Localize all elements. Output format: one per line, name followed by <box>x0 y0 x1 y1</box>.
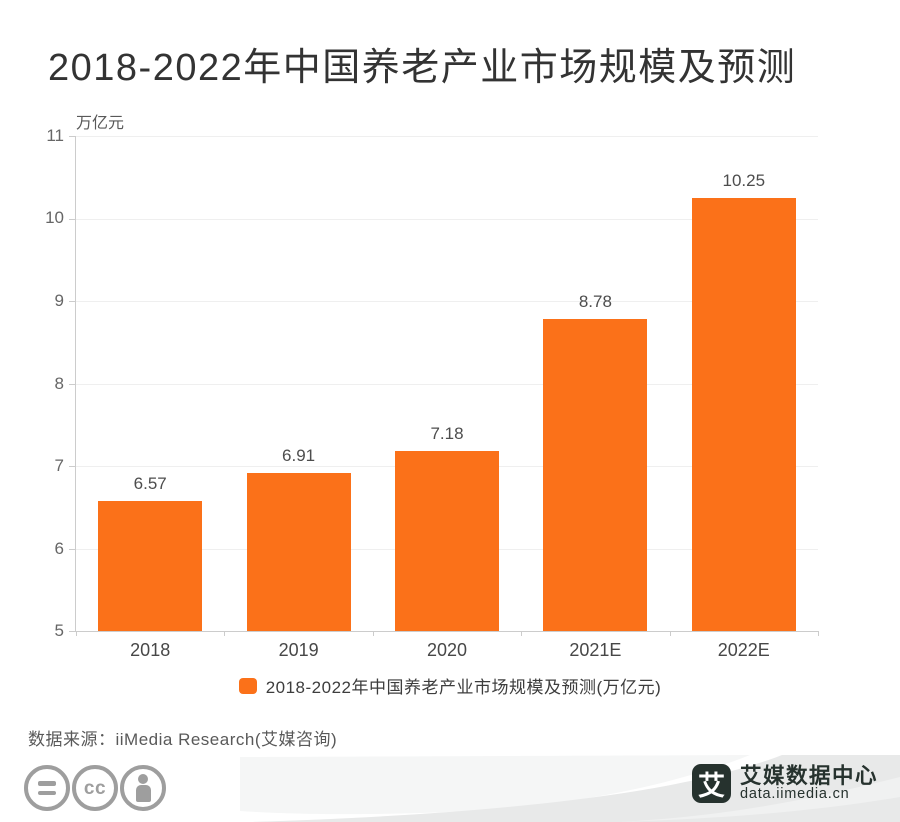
bar-2018[interactable] <box>98 501 203 631</box>
y-tick-label: 5 <box>54 621 64 640</box>
equals-circle-icon <box>24 765 70 811</box>
data-source-text: 数据来源：iiMedia Research(艾媒咨询) <box>28 730 338 749</box>
bar-2021E[interactable] <box>543 319 648 631</box>
y-tick-label: 8 <box>54 373 64 393</box>
x-axis-label-2022E: 2022E <box>717 640 770 660</box>
x-axis-label-2020: 2020 <box>426 640 468 660</box>
y-tick-mark <box>69 301 76 302</box>
y-tick-label: 9 <box>54 290 64 310</box>
bar-slot-2018: 6.57 2018 <box>76 136 224 660</box>
bar-value-label: 7.18 <box>430 424 464 444</box>
legend-label: 2018-2022年中国养老产业市场规模及预测(万亿元) <box>265 678 662 697</box>
footer-bar: cc 艾 艾媒数据中心 data.iimedia.cn <box>0 755 900 822</box>
bar-value-label: 10.25 <box>722 170 766 190</box>
y-tick-mark <box>69 548 76 550</box>
person-circle-icon <box>120 765 166 811</box>
gridline <box>76 383 818 385</box>
bar-slot-2022E: 10.25 2022E <box>670 136 818 660</box>
x-axis-label-2019: 2019 <box>278 640 319 660</box>
y-tick-mark <box>69 466 76 467</box>
footer-wave-decoration <box>240 755 900 822</box>
x-tick-mark <box>76 631 77 636</box>
y-tick-label: 7 <box>54 455 64 475</box>
bar-2022E[interactable] <box>691 197 796 631</box>
y-tick-label: 10 <box>45 208 64 228</box>
chart-legend: 2018-2022年中国养老产业市场规模及预测(万亿元) <box>0 673 900 698</box>
legend-item[interactable]: 2018-2022年中国养老产业市场规模及预测(万亿元) <box>238 673 662 698</box>
legend-swatch-icon <box>238 677 257 694</box>
gridline <box>76 218 818 220</box>
x-tick-mark <box>521 631 523 636</box>
bar-slot-2019: 6.91 2019 <box>224 136 372 660</box>
x-tick-mark <box>372 631 374 636</box>
gridline <box>76 301 818 302</box>
y-tick-label: 6 <box>54 538 64 558</box>
bar-value-label: 8.78 <box>578 292 612 312</box>
bar-2020[interactable] <box>394 451 499 631</box>
chart-title: 2018-2022年中国养老产业市场规模及预测 <box>48 47 797 89</box>
bar-slot-2021E: 8.78 2021E <box>521 136 669 660</box>
bar-slot-2020: 7.18 2020 <box>373 136 521 660</box>
gridline <box>76 136 818 137</box>
y-axis-unit-label: 万亿元 <box>76 115 125 132</box>
x-tick-mark <box>669 631 671 636</box>
y-tick-mark <box>69 136 76 137</box>
x-tick-mark <box>818 631 819 636</box>
brand-domain: data.iimedia.cn <box>739 786 850 803</box>
iimedia-logo-icon: 艾 <box>691 764 731 803</box>
bar-value-label: 6.91 <box>282 446 316 466</box>
iimedia-brand-block: 艾 艾媒数据中心 data.iimedia.cn <box>691 763 878 803</box>
x-axis-label-2021E: 2021E <box>569 640 622 660</box>
y-tick-mark <box>69 218 76 220</box>
bar-value-label: 6.57 <box>133 474 167 494</box>
x-axis-label-2018: 2018 <box>130 640 171 660</box>
x-tick-mark <box>224 631 226 636</box>
y-tick-mark <box>69 631 76 632</box>
brand-name: 艾媒数据中心 <box>739 763 878 788</box>
license-icons: cc <box>24 765 166 811</box>
cc-circle-icon: cc <box>72 765 118 811</box>
y-tick-label: 11 <box>46 126 64 145</box>
bar-2019[interactable] <box>246 473 351 631</box>
plot-area: 5 6 7 8 9 10 11 6.57 2018 6.91 2019 7.18 2020 8.78 202… <box>45 126 819 660</box>
y-tick-mark <box>69 383 76 385</box>
